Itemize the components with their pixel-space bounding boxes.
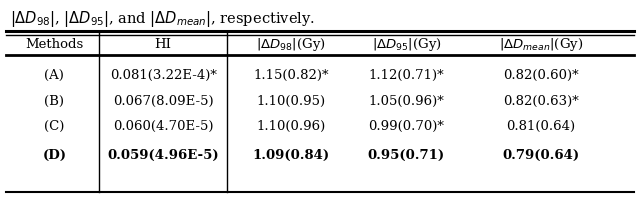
Text: Methods: Methods xyxy=(25,38,84,50)
Text: 0.059(4.96E-5): 0.059(4.96E-5) xyxy=(108,149,219,162)
Text: 0.081(3.22E-4)*: 0.081(3.22E-4)* xyxy=(110,69,216,82)
Text: 0.79(0.64): 0.79(0.64) xyxy=(502,149,579,162)
Text: $|\Delta D_{98}|$, $|\Delta D_{95}|$, and $|\Delta D_{mean}|$, respectively.: $|\Delta D_{98}|$, $|\Delta D_{95}|$, an… xyxy=(10,9,314,29)
Text: 0.95(0.71): 0.95(0.71) xyxy=(368,149,445,162)
Text: 1.12(0.71)*: 1.12(0.71)* xyxy=(369,69,444,82)
Text: $|\Delta D_{mean}|$(Gy): $|\Delta D_{mean}|$(Gy) xyxy=(499,36,583,52)
Text: $|\Delta D_{98}|$(Gy): $|\Delta D_{98}|$(Gy) xyxy=(257,36,326,52)
Text: 0.82(0.63)*: 0.82(0.63)* xyxy=(503,94,579,108)
Text: 1.05(0.96)*: 1.05(0.96)* xyxy=(369,94,444,108)
Text: (C): (C) xyxy=(44,120,65,133)
Text: 1.09(0.84): 1.09(0.84) xyxy=(253,149,330,162)
Text: 1.15(0.82)*: 1.15(0.82)* xyxy=(253,69,329,82)
Text: 0.81(0.64): 0.81(0.64) xyxy=(506,120,575,133)
Text: 0.82(0.60)*: 0.82(0.60)* xyxy=(503,69,579,82)
Text: 0.060(4.70E-5): 0.060(4.70E-5) xyxy=(113,120,214,133)
Text: $|\Delta D_{95}|$(Gy): $|\Delta D_{95}|$(Gy) xyxy=(372,36,441,52)
Text: (D): (D) xyxy=(42,149,67,162)
Text: 0.067(8.09E-5): 0.067(8.09E-5) xyxy=(113,94,214,108)
Text: 1.10(0.96): 1.10(0.96) xyxy=(257,120,326,133)
Text: (B): (B) xyxy=(44,94,65,108)
Text: 0.99(0.70)*: 0.99(0.70)* xyxy=(369,120,444,133)
Text: HI: HI xyxy=(155,38,172,50)
Text: 1.10(0.95): 1.10(0.95) xyxy=(257,94,326,108)
Text: (A): (A) xyxy=(44,69,65,82)
